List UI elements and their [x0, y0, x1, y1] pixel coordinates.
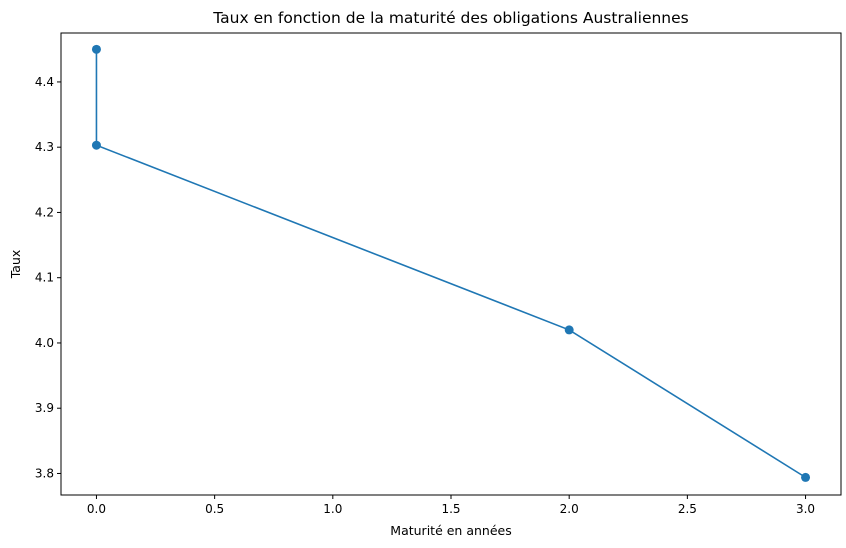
data-point — [564, 325, 574, 335]
y-axis-label: Taux — [8, 250, 23, 280]
y-tick-label: 4.4 — [35, 75, 54, 89]
x-axis: 0.0 0.5 1.0 1.5 2.0 2.5 3.0 — [87, 495, 815, 516]
y-tick-label: 4.2 — [35, 205, 54, 219]
y-tick-label: 3.9 — [35, 401, 54, 415]
y-tick-label: 4.1 — [35, 271, 54, 285]
x-tick-label: 1.5 — [441, 502, 460, 516]
data-point — [801, 472, 811, 482]
chart-title: Taux en fonction de la maturité des obli… — [212, 9, 688, 27]
data-point — [91, 44, 101, 54]
series-line — [95, 49, 806, 479]
x-tick-label: 3.0 — [796, 502, 815, 516]
y-tick-label: 4.3 — [35, 140, 54, 154]
x-axis-label: Maturité en années — [390, 523, 511, 538]
x-tick-label: 0.5 — [205, 502, 224, 516]
x-tick-label: 2.5 — [678, 502, 697, 516]
y-tick-label: 3.8 — [35, 466, 54, 480]
x-tick-label: 1.0 — [323, 502, 342, 516]
data-point — [91, 140, 101, 150]
x-tick-label: 0.0 — [87, 502, 106, 516]
x-tick-label: 2.0 — [560, 502, 579, 516]
y-tick-label: 4.0 — [35, 336, 54, 350]
series-layer — [91, 44, 811, 482]
y-axis: 3.8 3.9 4.0 4.1 4.2 4.3 4.4 — [35, 75, 61, 480]
